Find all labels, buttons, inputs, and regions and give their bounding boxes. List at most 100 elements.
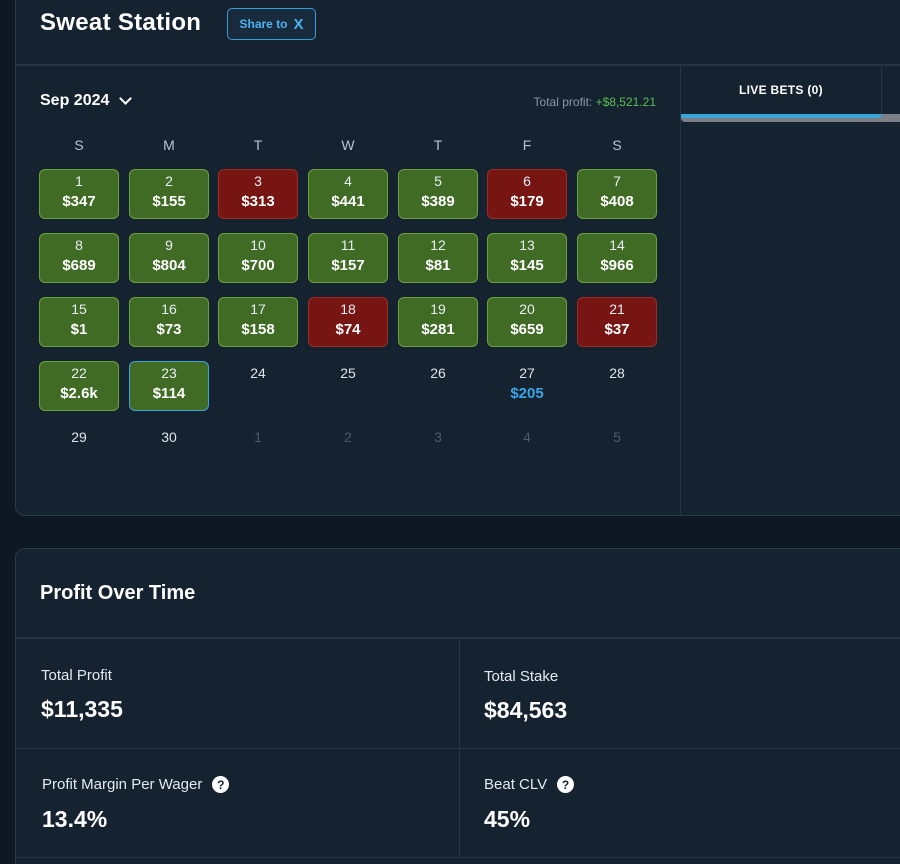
calendar-day[interactable]: 7 $408 xyxy=(577,169,657,219)
stats-grid-divider xyxy=(16,857,900,858)
calendar-day[interactable]: 8 $689 xyxy=(39,233,119,283)
day-number: 25 xyxy=(340,365,356,381)
day-number: 3 xyxy=(434,429,442,445)
calendar-day[interactable]: 2 $155 xyxy=(129,169,209,219)
tab-divider xyxy=(881,66,882,114)
day-number: 6 xyxy=(523,173,531,189)
calendar-day[interactable]: 9 $804 xyxy=(129,233,209,283)
day-profit: $158 xyxy=(241,321,275,338)
day-profit: $659 xyxy=(510,321,544,338)
total-stake-stat-label: Total Stake xyxy=(484,668,559,685)
calendar-day[interactable]: 16 $73 xyxy=(129,297,209,347)
day-number: 15 xyxy=(71,301,87,317)
calendar-day[interactable]: 4 $441 xyxy=(308,169,388,219)
tab-live-bets[interactable]: LIVE BETS (0) xyxy=(739,83,823,97)
day-profit: $408 xyxy=(600,193,634,210)
calendar-day[interactable]: 12 $81 xyxy=(398,233,478,283)
day-number: 18 xyxy=(340,301,356,317)
day-profit: $205 xyxy=(510,385,544,402)
day-profit: $966 xyxy=(600,257,634,274)
calendar-day[interactable]: 21 $37 xyxy=(577,297,657,347)
day-number: 4 xyxy=(523,429,531,445)
calendar-day[interactable]: 30 xyxy=(129,425,209,475)
day-profit: $74 xyxy=(335,321,361,338)
day-number: 10 xyxy=(250,237,266,253)
day-number: 5 xyxy=(613,429,621,445)
calendar-day[interactable]: 22 $2.6k xyxy=(39,361,119,411)
calendar-day[interactable]: 19 $281 xyxy=(398,297,478,347)
weekday-label: S xyxy=(74,137,84,153)
header-divider xyxy=(16,64,900,66)
day-number: 24 xyxy=(250,365,266,381)
day-number: 9 xyxy=(165,237,173,253)
calendar-day[interactable]: 1 $347 xyxy=(39,169,119,219)
calendar-day[interactable]: 17 $158 xyxy=(218,297,298,347)
calendar-day: 3 xyxy=(398,425,478,475)
day-profit: $157 xyxy=(331,257,365,274)
day-profit: $155 xyxy=(152,193,186,210)
stats-grid-divider xyxy=(459,639,460,859)
day-profit: $281 xyxy=(421,321,455,338)
panel-divider xyxy=(680,66,681,515)
live-bets-scrollbar[interactable] xyxy=(681,114,900,122)
calendar-day[interactable]: 10 $700 xyxy=(218,233,298,283)
calendar-day[interactable]: 26 xyxy=(398,361,478,411)
month-label: Sep 2024 xyxy=(40,92,110,109)
calendar-total-profit: Total profit: +$8,521.21 xyxy=(480,95,656,109)
day-number: 20 xyxy=(519,301,535,317)
beat-clv-label-text: Beat CLV xyxy=(484,776,548,793)
beat-clv-stat-value: 45% xyxy=(484,806,531,832)
calendar-day[interactable]: 25 xyxy=(308,361,388,411)
weekday-label: F xyxy=(522,137,532,153)
total-profit-value: +$8,521.21 xyxy=(595,95,656,109)
day-profit: $389 xyxy=(421,193,455,210)
day-number: 28 xyxy=(609,365,625,381)
day-profit: $73 xyxy=(156,321,182,338)
calendar-day[interactable]: 29 xyxy=(39,425,119,475)
total-profit-stat-label: Total Profit xyxy=(41,667,112,684)
calendar-day[interactable]: 14 $966 xyxy=(577,233,657,283)
month-selector[interactable]: Sep 2024 xyxy=(40,92,133,110)
calendar-day[interactable]: 24 xyxy=(218,361,298,411)
help-icon[interactable]: ? xyxy=(557,776,575,793)
calendar-day[interactable]: 11 $157 xyxy=(308,233,388,283)
day-profit: $2.6k xyxy=(60,385,98,402)
day-number: 29 xyxy=(71,429,87,445)
day-profit: $114 xyxy=(152,385,186,402)
profit-margin-stat-value: 13.4% xyxy=(42,806,108,832)
calendar-day[interactable]: 3 $313 xyxy=(218,169,298,219)
calendar-day: 5 xyxy=(577,425,657,475)
day-number: 2 xyxy=(165,173,173,189)
help-icon[interactable]: ? xyxy=(212,776,230,793)
calendar-day[interactable]: 23 $114 xyxy=(129,361,209,411)
share-label: Share to xyxy=(239,17,288,31)
day-profit: $804 xyxy=(152,257,186,274)
calendar-day: 2 xyxy=(308,425,388,475)
day-profit: $1 xyxy=(70,321,88,338)
profit-margin-label-text: Profit Margin Per Wager xyxy=(42,776,203,793)
day-number: 1 xyxy=(75,173,83,189)
calendar-day[interactable]: 5 $389 xyxy=(398,169,478,219)
day-number: 22 xyxy=(71,365,87,381)
calendar-day[interactable]: 28 xyxy=(577,361,657,411)
page-title: Sweat Station xyxy=(40,9,202,36)
calendar-day[interactable]: 27 $205 xyxy=(487,361,567,411)
share-to-x-button[interactable]: Share to X xyxy=(227,8,316,40)
total-profit-stat-value: $11,335 xyxy=(41,696,123,722)
day-number: 5 xyxy=(434,173,442,189)
day-number: 21 xyxy=(609,301,625,317)
calendar-day[interactable]: 13 $145 xyxy=(487,233,567,283)
weekday-label: M xyxy=(163,137,175,153)
day-profit: $179 xyxy=(510,193,544,210)
profit-margin-stat-label: Profit Margin Per Wager ? xyxy=(42,776,230,793)
day-profit: $700 xyxy=(241,257,275,274)
day-number: 4 xyxy=(344,173,352,189)
day-number: 12 xyxy=(430,237,446,253)
calendar-day[interactable]: 15 $1 xyxy=(39,297,119,347)
x-logo-icon: X xyxy=(293,15,304,33)
calendar-day[interactable]: 6 $179 xyxy=(487,169,567,219)
calendar-day[interactable]: 18 $74 xyxy=(308,297,388,347)
calendar-day[interactable]: 20 $659 xyxy=(487,297,567,347)
day-number: 17 xyxy=(250,301,266,317)
day-profit: $313 xyxy=(241,193,275,210)
